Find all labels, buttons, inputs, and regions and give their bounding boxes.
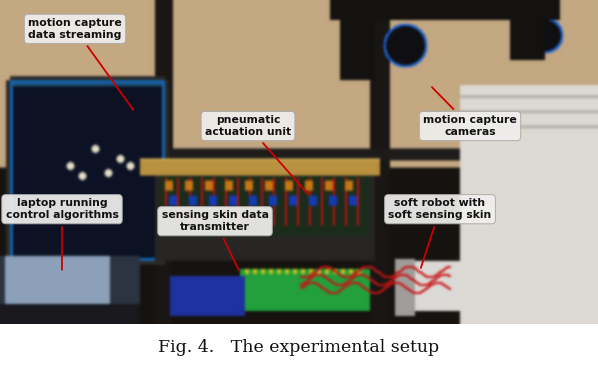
Text: Fig. 4.   The experimental setup: Fig. 4. The experimental setup bbox=[158, 339, 440, 356]
Text: soft robot with
soft sensing skin: soft robot with soft sensing skin bbox=[388, 198, 492, 268]
Text: laptop running
control algorithms: laptop running control algorithms bbox=[5, 198, 118, 270]
Text: sensing skin data
transmitter: sensing skin data transmitter bbox=[161, 211, 269, 270]
Text: motion capture
data streaming: motion capture data streaming bbox=[28, 18, 133, 110]
Text: pneumatic
actuation unit: pneumatic actuation unit bbox=[205, 115, 308, 194]
Text: motion capture
cameras: motion capture cameras bbox=[423, 87, 517, 137]
